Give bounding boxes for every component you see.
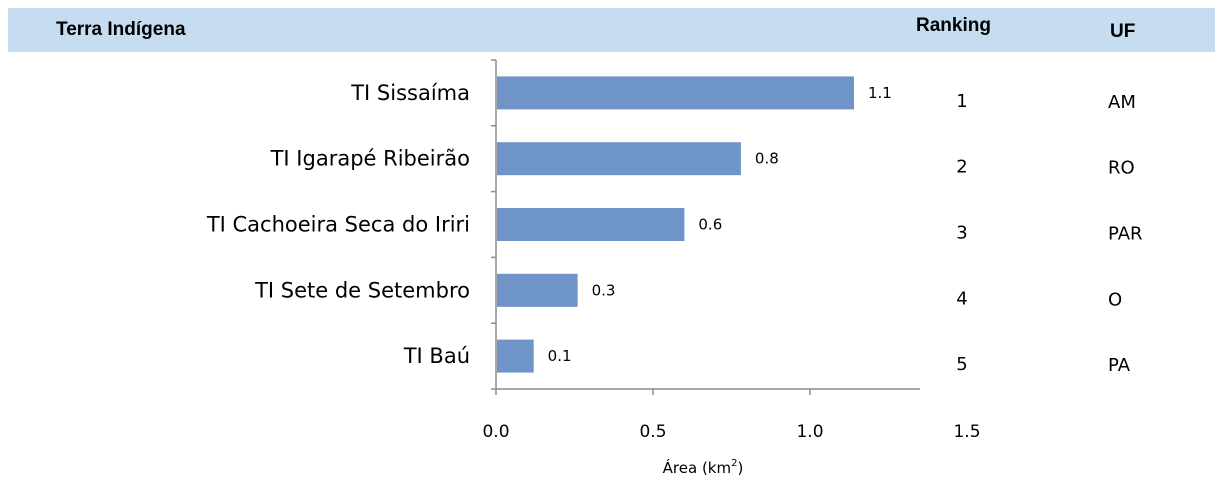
x-tick-label: 1.0 bbox=[796, 422, 823, 442]
ranking-value: 3 bbox=[956, 223, 967, 244]
x-axis-label: Área (km2) bbox=[663, 458, 744, 477]
category-label: TI Sete de Setembro bbox=[254, 278, 470, 302]
ranking-value: 4 bbox=[956, 288, 967, 309]
uf-value: PA bbox=[1108, 355, 1131, 376]
header-terra-indigena: Terra Indígena bbox=[56, 19, 186, 40]
ranking-value: 1 bbox=[956, 91, 967, 112]
bar bbox=[497, 208, 685, 241]
x-tick-label: 0.0 bbox=[482, 422, 509, 442]
data-label: 0.3 bbox=[592, 281, 616, 299]
uf-value: O bbox=[1108, 289, 1122, 310]
ranking-value: 2 bbox=[956, 157, 967, 178]
x-tick-label: 1.5 bbox=[953, 422, 980, 442]
data-label: 0.6 bbox=[698, 216, 722, 234]
uf-value: RO bbox=[1108, 158, 1135, 179]
category-label: TI Sissaíma bbox=[350, 81, 470, 105]
bar bbox=[497, 273, 578, 307]
ranking-value: 5 bbox=[956, 354, 967, 375]
table-header: Terra Indígena Ranking UF bbox=[8, 8, 1215, 52]
header-uf: UF bbox=[1110, 21, 1136, 42]
bar bbox=[497, 76, 854, 110]
category-label: TI Igarapé Ribeirão bbox=[270, 147, 470, 171]
uf-value: AM bbox=[1108, 92, 1136, 113]
data-label: 0.1 bbox=[548, 347, 572, 365]
x-axis-label-close: ) bbox=[737, 459, 743, 477]
bar bbox=[497, 339, 534, 373]
header-ranking: Ranking bbox=[916, 15, 991, 36]
data-label: 1.1 bbox=[868, 84, 892, 102]
uf-value: PAR bbox=[1108, 224, 1143, 245]
x-axis-label-sup: 2 bbox=[731, 458, 737, 469]
category-label: TI Baú bbox=[403, 344, 470, 368]
bar bbox=[497, 142, 741, 176]
data-label: 0.8 bbox=[755, 150, 779, 168]
x-tick-label: 0.5 bbox=[639, 422, 666, 442]
category-label: TI Cachoeira Seca do Iriri bbox=[206, 213, 470, 237]
x-axis-label-main: Área (km bbox=[663, 458, 731, 477]
